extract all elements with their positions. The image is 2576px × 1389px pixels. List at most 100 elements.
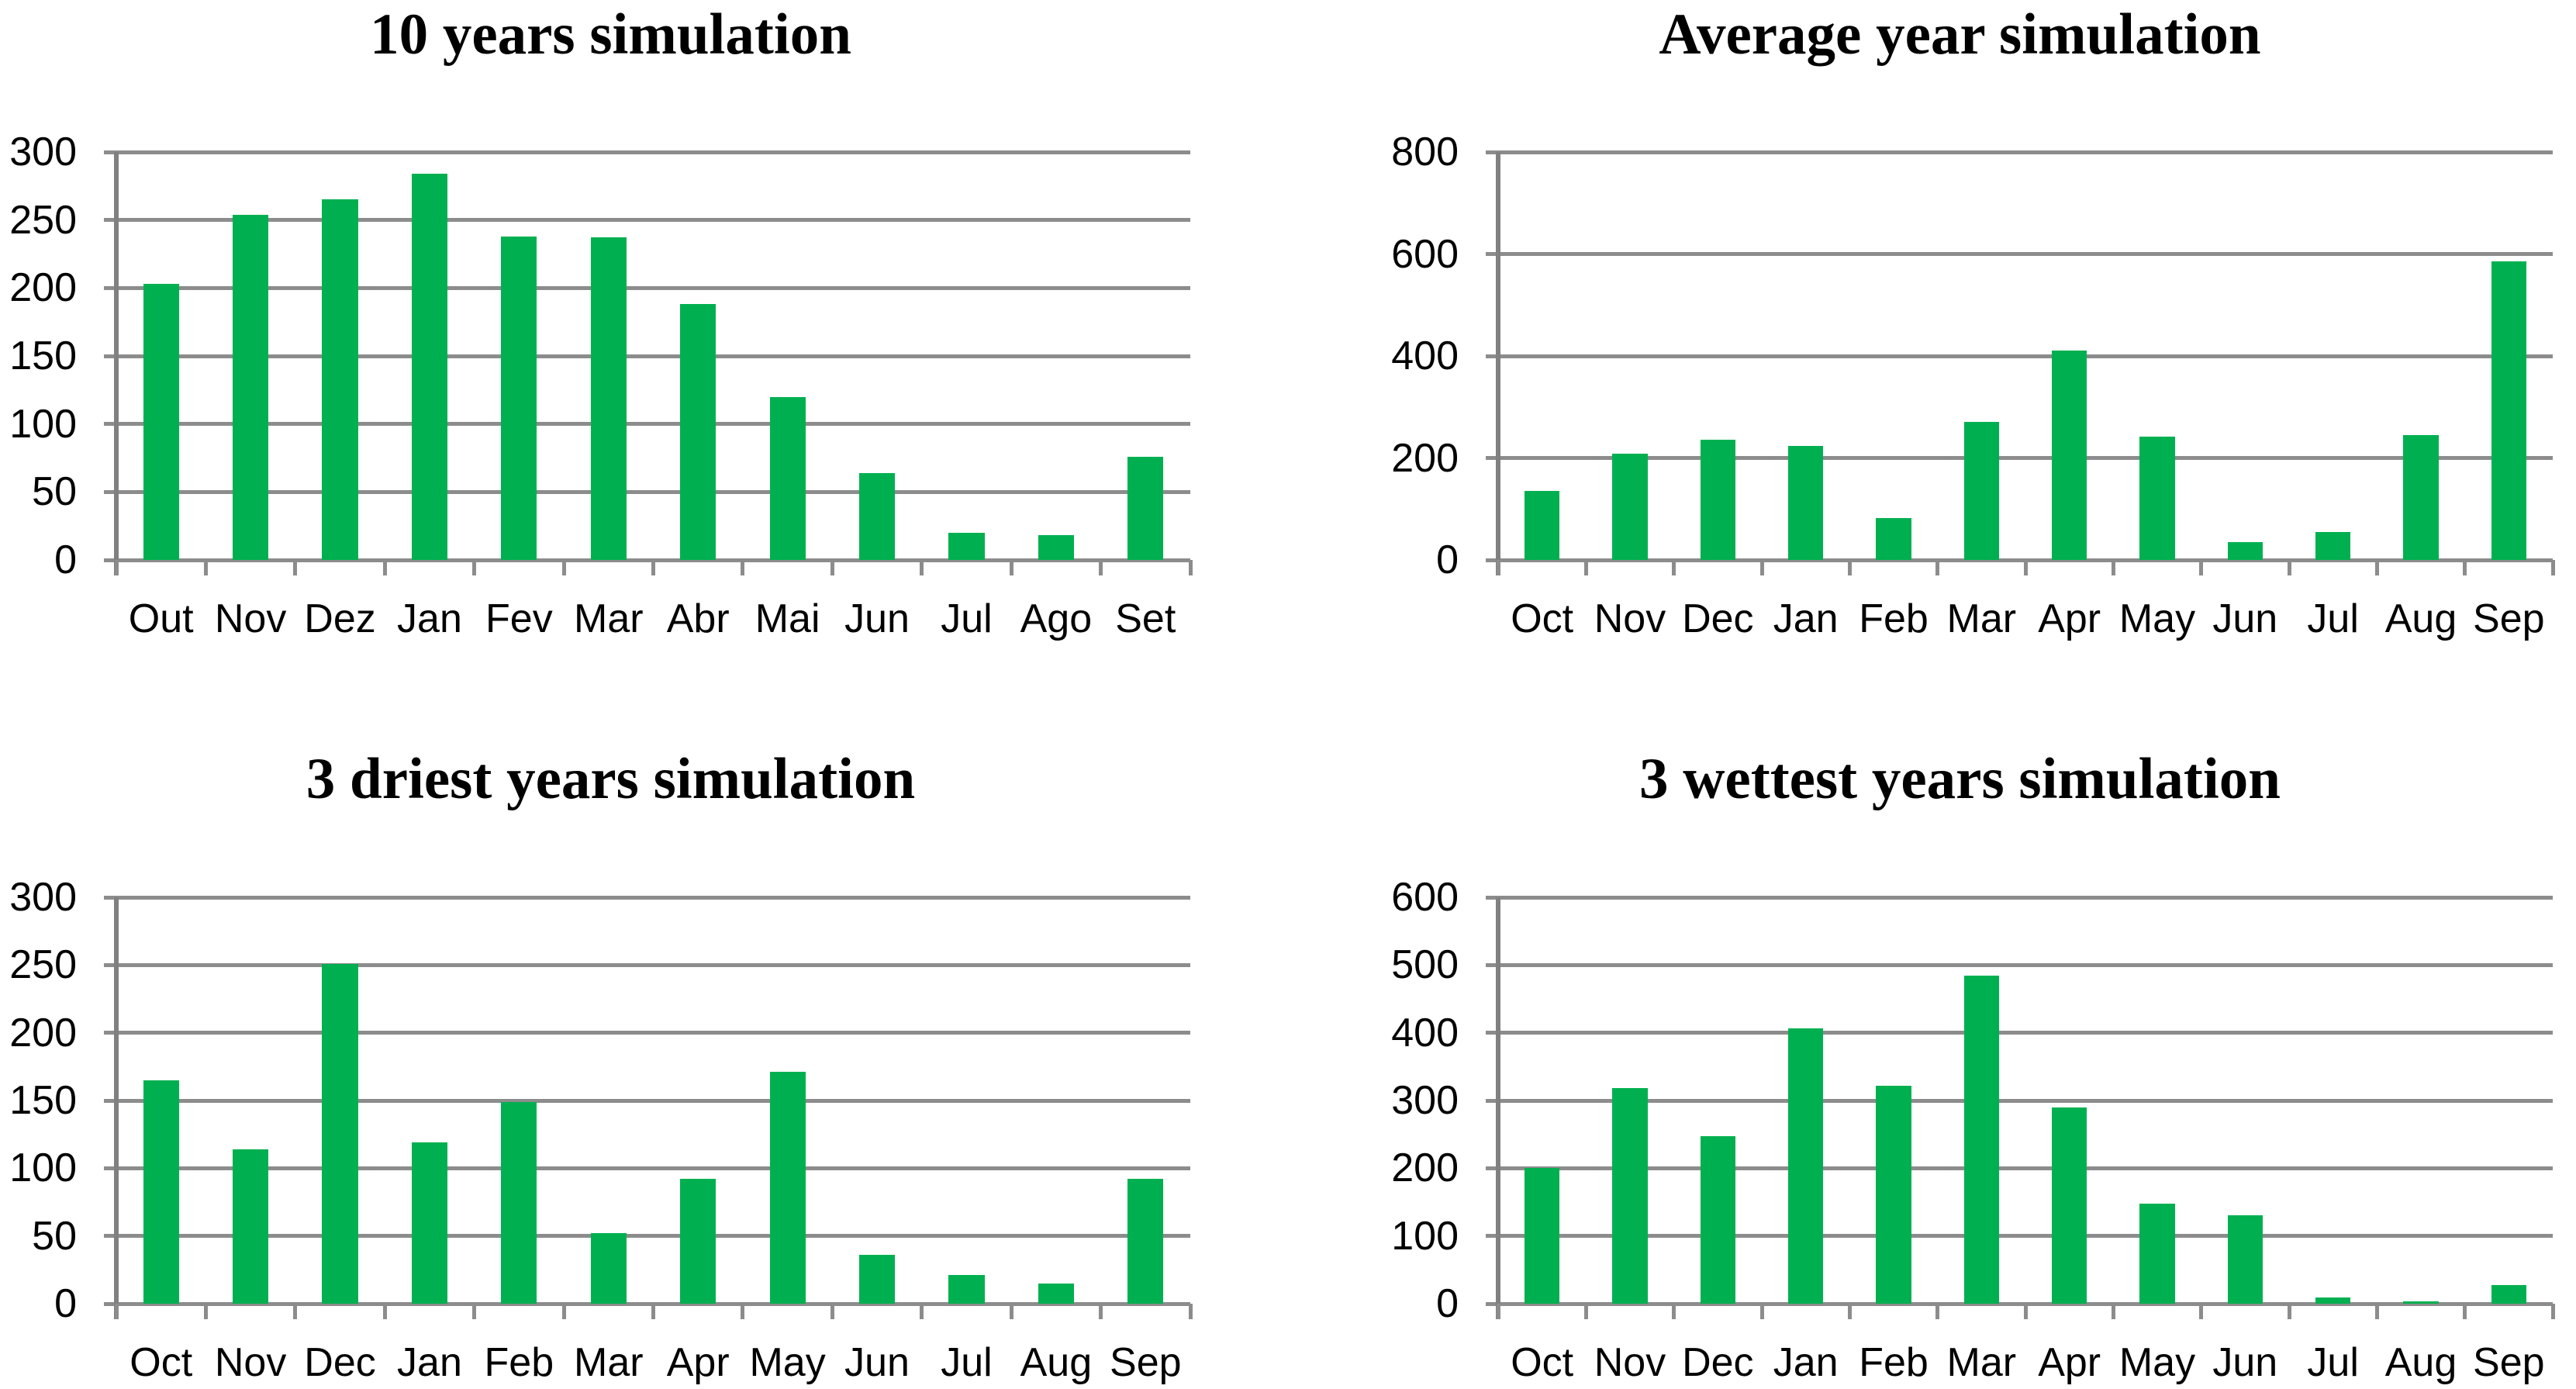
y-tick-label: 250 xyxy=(9,197,77,243)
x-axis-tick xyxy=(2287,1304,2291,1319)
y-tick-label: 0 xyxy=(1436,537,1459,582)
x-axis-tick xyxy=(1935,560,1940,575)
y-tick-label: 300 xyxy=(9,130,77,174)
bar-jul xyxy=(2315,531,2351,560)
plot-area-3-wettest-years: 0 100 200 300 400 500 600 Oct Nov Dec Jan Feb Mar Apr… xyxy=(1391,877,2555,1384)
x-axis-tick xyxy=(2463,560,2467,575)
x-axis-tick xyxy=(382,1304,387,1319)
x-tick-label-jun: Jun xyxy=(2212,596,2278,641)
gridline-y-600 xyxy=(1486,895,2553,900)
gridline-y-100 xyxy=(1486,1234,2553,1239)
x-tick-label-dez: Dez xyxy=(304,596,376,641)
x-axis-tick xyxy=(114,1304,119,1319)
x-axis-tick xyxy=(472,560,477,575)
bar-out xyxy=(143,284,179,560)
y-tick-label: 400 xyxy=(1391,1010,1459,1056)
x-tick-label-aug: Aug xyxy=(2384,1340,2457,1385)
x-axis-tick xyxy=(1847,1304,1852,1319)
x-axis-tick xyxy=(2550,1304,2555,1319)
x-tick-label-nov: Nov xyxy=(1594,596,1666,641)
x-axis-tick xyxy=(2199,1304,2204,1319)
x-axis-tick xyxy=(1099,560,1103,575)
x-axis-tick xyxy=(2199,560,2204,575)
bar-nov xyxy=(1612,454,1648,560)
x-tick-label-feb: Feb xyxy=(484,1340,554,1385)
chart-title: 3 wettest years simulation xyxy=(1639,747,2281,811)
y-tick-label: 200 xyxy=(9,1010,77,1056)
chart-title: 10 years simulation xyxy=(370,2,851,67)
bar-fev xyxy=(501,236,537,560)
x-tick-label-oct: Oct xyxy=(1511,1340,1574,1385)
chart-title: Average year simulation xyxy=(1659,2,2261,67)
bar-dec xyxy=(1700,439,1735,560)
x-axis-tick xyxy=(651,560,655,575)
x-axis-tick xyxy=(203,560,208,575)
x-tick-label-jul: Jul xyxy=(2307,1340,2359,1385)
bar-jul xyxy=(948,532,985,560)
bar-sep xyxy=(2491,1284,2526,1304)
plot-area-3-driest-years: 0 50 100 150 200 250 300 Oct Nov Dec Jan Feb Mar Apr M… xyxy=(9,877,1193,1384)
x-axis-tick xyxy=(2374,560,2379,575)
y-tick-label: 100 xyxy=(1391,1213,1459,1259)
bar-mar xyxy=(1963,976,1999,1304)
y-tick-label: 50 xyxy=(32,469,77,515)
gridline-y-400 xyxy=(1486,1031,2553,1035)
x-tick-label-mai: Mai xyxy=(754,596,820,641)
x-tick-label-may: May xyxy=(2118,596,2196,641)
gridline-y-250 xyxy=(104,218,1190,223)
x-tick-label-apr: Apr xyxy=(2038,596,2101,641)
x-tick-label-apr: Apr xyxy=(2038,1340,2101,1385)
bar-jul xyxy=(948,1275,985,1304)
y-tick-label: 500 xyxy=(1391,942,1459,988)
bar-oct xyxy=(143,1080,179,1304)
gridline-y-100 xyxy=(104,1166,1190,1170)
gridline-y-0 xyxy=(104,1301,1190,1306)
gridline-y-200 xyxy=(104,1031,1190,1035)
x-axis-tick xyxy=(1496,560,1500,575)
gridline-y-0 xyxy=(104,558,1190,562)
x-axis-tick xyxy=(2023,1304,2028,1319)
x-tick-label-aug: Aug xyxy=(1020,1340,1093,1385)
x-axis-tick xyxy=(1759,560,1764,575)
bar-dec xyxy=(322,963,358,1304)
x-axis-tick xyxy=(1583,1304,1588,1319)
x-axis-tick xyxy=(561,1304,566,1319)
gridline-y-100 xyxy=(104,422,1190,427)
x-tick-label-sep: Sep xyxy=(2473,596,2545,641)
x-axis-tick xyxy=(651,1304,655,1319)
gridline-y-500 xyxy=(1486,962,2553,967)
gridline-y-150 xyxy=(104,354,1190,358)
bar-jun xyxy=(858,1255,896,1304)
x-tick-label-apr: Apr xyxy=(666,1340,730,1385)
x-axis-tick xyxy=(1009,1304,1013,1319)
bar-jun xyxy=(2227,541,2263,560)
x-axis-tick xyxy=(830,1304,834,1319)
x-tick-label-jul: Jul xyxy=(941,1340,993,1385)
x-tick-label-jan: Jan xyxy=(397,596,462,641)
x-tick-label-jul: Jul xyxy=(941,596,993,641)
y-tick-label: 400 xyxy=(1391,333,1459,378)
gridline-y-200 xyxy=(1486,1166,2553,1170)
bar-nov xyxy=(233,1149,269,1304)
x-axis-tick xyxy=(920,1304,924,1319)
y-tick-label: 50 xyxy=(32,1213,77,1259)
gridline-y-300 xyxy=(104,150,1190,154)
x-axis-tick xyxy=(1759,1304,1764,1319)
gridline-y-200 xyxy=(1486,456,2553,460)
bar-abr xyxy=(680,304,717,560)
x-axis-tick xyxy=(920,560,924,575)
bar-oct xyxy=(1525,1168,1560,1304)
x-tick-label-oct: Oct xyxy=(1511,596,1574,641)
gridline-y-50 xyxy=(104,489,1190,494)
y-tick-label: 200 xyxy=(1391,1145,1459,1191)
bar-dec xyxy=(1700,1136,1735,1304)
x-axis-tick xyxy=(203,1304,208,1319)
x-tick-label-sep: Sep xyxy=(2473,1340,2545,1385)
x-tick-label-dec: Dec xyxy=(1682,1340,1754,1385)
bar-nov xyxy=(233,214,269,560)
bar-jan xyxy=(411,1142,448,1304)
bar-mar xyxy=(1963,422,1999,560)
x-axis-tick xyxy=(1935,1304,1940,1319)
y-axis-line xyxy=(114,152,119,575)
x-axis-tick xyxy=(830,560,834,575)
